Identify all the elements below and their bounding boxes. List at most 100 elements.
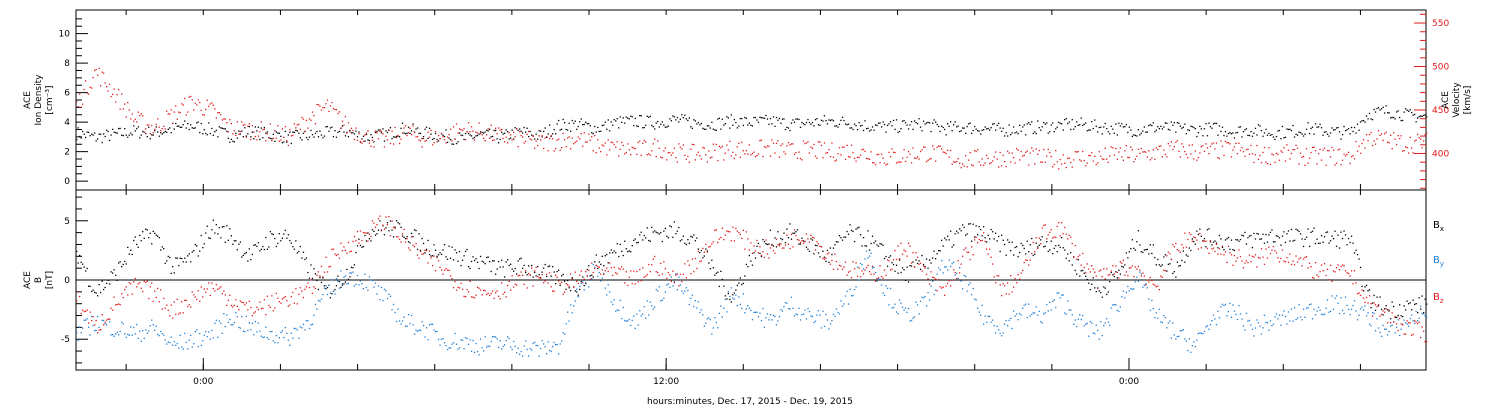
density-point [1013, 126, 1015, 128]
velocity-point [124, 103, 126, 105]
by-point [1088, 335, 1090, 337]
bz-point [795, 234, 797, 237]
bz-point [1158, 289, 1160, 291]
by-point [835, 308, 838, 310]
bx-point [679, 240, 681, 242]
bz-point [433, 255, 435, 257]
by-point [376, 293, 378, 295]
bz-point [1387, 322, 1389, 324]
bz-point [437, 260, 440, 262]
density-point [352, 132, 354, 134]
bx-point [460, 265, 462, 267]
velocity-point [606, 154, 608, 156]
by-point [877, 278, 880, 280]
density-point [1163, 126, 1165, 128]
by-point [1167, 322, 1169, 324]
bx-point [768, 243, 770, 245]
velocity-point [1166, 156, 1168, 158]
by-point [730, 287, 732, 289]
by-point [394, 311, 396, 314]
bx-point [167, 255, 169, 258]
velocity-point [667, 152, 669, 154]
velocity-point [1035, 148, 1037, 150]
density-point [424, 128, 426, 130]
bx-point [971, 240, 973, 242]
bottom-ylabel-line2: B [34, 277, 44, 283]
bx-point [263, 248, 265, 251]
velocity-point [398, 142, 401, 145]
density-point [181, 126, 183, 128]
bz-point [1067, 238, 1069, 240]
velocity-point [359, 140, 362, 143]
bx-point [1211, 244, 1213, 246]
bx-point [439, 252, 441, 254]
velocity-point [666, 159, 668, 161]
bx-point [404, 238, 407, 240]
velocity-point [131, 113, 133, 115]
bz-point [1095, 275, 1097, 277]
by-point [427, 339, 429, 341]
by-point [544, 346, 546, 348]
bz-point [613, 266, 615, 268]
bx-point [624, 240, 626, 242]
by-point [401, 320, 404, 322]
by-point [484, 336, 486, 338]
density-point [895, 119, 898, 121]
bz-point [1202, 240, 1204, 242]
bz-point [1157, 285, 1159, 287]
by-point [1215, 324, 1218, 326]
bz-point [519, 274, 521, 277]
density-point [837, 126, 839, 128]
by-point [930, 285, 932, 287]
density-point [92, 134, 94, 136]
density-point [799, 126, 802, 128]
bz-point [942, 286, 944, 288]
by-point [769, 314, 772, 316]
density-point [82, 130, 84, 133]
density-point [1082, 124, 1084, 127]
bx-point [998, 235, 1000, 238]
bottom-panel: -505 ACE B [nT] Bx By Bz [23, 189, 1444, 371]
by-point [1387, 334, 1389, 336]
bz-point [226, 304, 228, 306]
density-point [478, 133, 480, 135]
bz-point [347, 241, 350, 244]
density-point [265, 132, 267, 134]
bz-point [400, 241, 402, 243]
by-point [1070, 309, 1072, 311]
bx-point [828, 261, 830, 263]
density-point [1029, 123, 1031, 126]
velocity-point [289, 129, 291, 131]
bx-point [112, 272, 114, 274]
bz-point [564, 291, 566, 293]
by-point [1390, 325, 1392, 327]
bz-point [146, 280, 148, 282]
by-point [1145, 283, 1147, 285]
by-point [513, 340, 515, 343]
velocity-point [1137, 148, 1139, 150]
bx-point [534, 271, 536, 274]
density-point [838, 123, 841, 125]
velocity-point [143, 131, 145, 133]
by-point [859, 262, 862, 265]
bx-point [362, 246, 365, 248]
bz-point [775, 238, 778, 240]
velocity-point [259, 131, 261, 133]
density-point [160, 132, 162, 134]
velocity-point [1139, 152, 1141, 154]
bz-point [1080, 264, 1082, 266]
bz-point [295, 288, 297, 290]
by-point [481, 347, 483, 349]
bx-point [173, 272, 175, 274]
bz-point [624, 282, 626, 284]
velocity-point [206, 99, 208, 101]
velocity-point [959, 162, 961, 164]
density-point [1145, 131, 1147, 133]
by-point [936, 273, 938, 275]
velocity-point [873, 162, 875, 164]
bx-point [1257, 233, 1260, 235]
by-point [173, 341, 175, 343]
density-point [155, 126, 157, 128]
density-point [986, 128, 988, 130]
